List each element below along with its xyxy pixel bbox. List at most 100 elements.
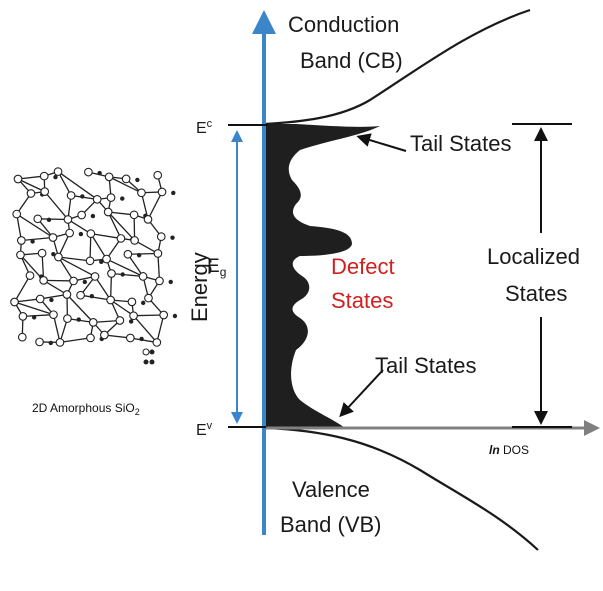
oxygen-atom (102, 254, 111, 264)
oxygen-atom (121, 174, 131, 184)
network-bond (16, 213, 54, 239)
network-bond (127, 252, 158, 255)
network-bond (108, 211, 135, 216)
silicon-atom (97, 170, 102, 176)
oxygen-atom (137, 188, 146, 198)
network-bond (57, 232, 71, 258)
localized-states-label-1: Localized (487, 244, 580, 269)
silicon-atom (82, 279, 87, 285)
oxygen-atom (85, 256, 95, 266)
oxygen-atom (155, 276, 164, 286)
network-bond (57, 171, 98, 200)
oxygen-atom (63, 314, 72, 323)
conduction-band-curve (264, 8, 531, 126)
oxygen-atom (25, 271, 35, 280)
network-bond (127, 253, 144, 277)
network-bond (156, 314, 165, 343)
oxygen-atom (17, 236, 26, 245)
network-bond (147, 191, 163, 220)
legend-dot (149, 359, 155, 365)
network-bond (17, 175, 45, 180)
oxygen-atom (129, 210, 139, 220)
oxygen-atom (12, 209, 22, 219)
silicon-atom (172, 313, 178, 319)
network-bond (57, 171, 72, 196)
oxygen-atom (143, 215, 153, 224)
network-bond (93, 319, 120, 324)
network-bond (17, 178, 45, 193)
network-bond (43, 279, 68, 296)
network-bond (94, 276, 112, 301)
tail-states-bottom-arrow (339, 369, 384, 418)
ec-label: Ec (196, 118, 213, 137)
oxygen-atom (144, 293, 153, 303)
oxygen-atom (35, 294, 45, 304)
defect-states-label-1: Defect (331, 254, 395, 279)
oxygen-atom (65, 228, 74, 238)
silicon-atom (135, 177, 140, 183)
network-bond (107, 211, 136, 241)
legend-dot (149, 349, 155, 355)
oxygen-atom (77, 210, 87, 220)
network-bond (130, 337, 157, 344)
conduction-band-label-2: Band (CB) (300, 48, 403, 73)
network-bond (108, 176, 142, 194)
network-bond (41, 253, 45, 281)
valence-band-label-1: Valence (292, 477, 370, 502)
oxygen-atom (55, 338, 65, 347)
tail-states-bottom-label: Tail States (375, 353, 477, 378)
silicon-atom (48, 340, 53, 346)
network-bond (22, 314, 54, 318)
dos-axis-label: ln DOS (489, 443, 529, 457)
network-bond (43, 279, 74, 282)
network-bond (90, 233, 122, 240)
oxygen-atom (90, 272, 100, 281)
network-bond (133, 314, 164, 317)
material-caption: 2D Amorphous SiO2 (32, 401, 140, 417)
oxygen-atom (48, 233, 58, 242)
network-bond (133, 315, 158, 343)
silicon-atom (89, 293, 95, 299)
tail-states-top-label: Tail States (410, 131, 512, 156)
network-bond (57, 256, 75, 282)
oxygen-atom (86, 229, 96, 238)
silicon-atom (78, 231, 84, 237)
oxygen-atom (152, 338, 162, 347)
oxygen-atom (13, 174, 23, 184)
network-bond (14, 301, 54, 316)
tail-states-top-arrow (356, 133, 407, 152)
ev-label: Ev (196, 420, 213, 439)
network-bond (111, 272, 144, 278)
oxygen-atom (84, 167, 93, 177)
localized-label-bg (482, 240, 603, 312)
network-bond (58, 256, 91, 262)
silicon-atom (90, 213, 96, 219)
silicon-atom (30, 239, 35, 244)
oxygen-atom (115, 316, 125, 325)
network-bond (89, 233, 92, 261)
oxygen-atom (33, 214, 43, 224)
silicon-atom (80, 194, 85, 199)
network-bond (13, 275, 31, 303)
oxygen-atom (18, 312, 28, 321)
legend-dot (142, 348, 150, 356)
oxygen-atom (153, 170, 163, 180)
defect-states-label-2: States (331, 288, 393, 313)
network-bond (109, 273, 113, 301)
network-bond (37, 218, 68, 221)
oxygen-atom (125, 333, 135, 343)
energy-axis-label: Energy (187, 252, 212, 322)
oxygen-atom (127, 297, 137, 307)
silicon-atom (76, 317, 81, 322)
silicon-atom (31, 315, 37, 320)
silicon-atom (120, 272, 125, 277)
legend-dot (143, 359, 149, 365)
oxygen-atom (16, 250, 25, 260)
oxygen-atom (103, 207, 113, 217)
oxygen-atom (106, 193, 116, 202)
oxygen-atom (100, 330, 109, 340)
silicon-atom (168, 279, 173, 285)
silicon-atom (136, 253, 142, 258)
silicon-atom (140, 300, 146, 306)
oxygen-atom (130, 236, 139, 245)
